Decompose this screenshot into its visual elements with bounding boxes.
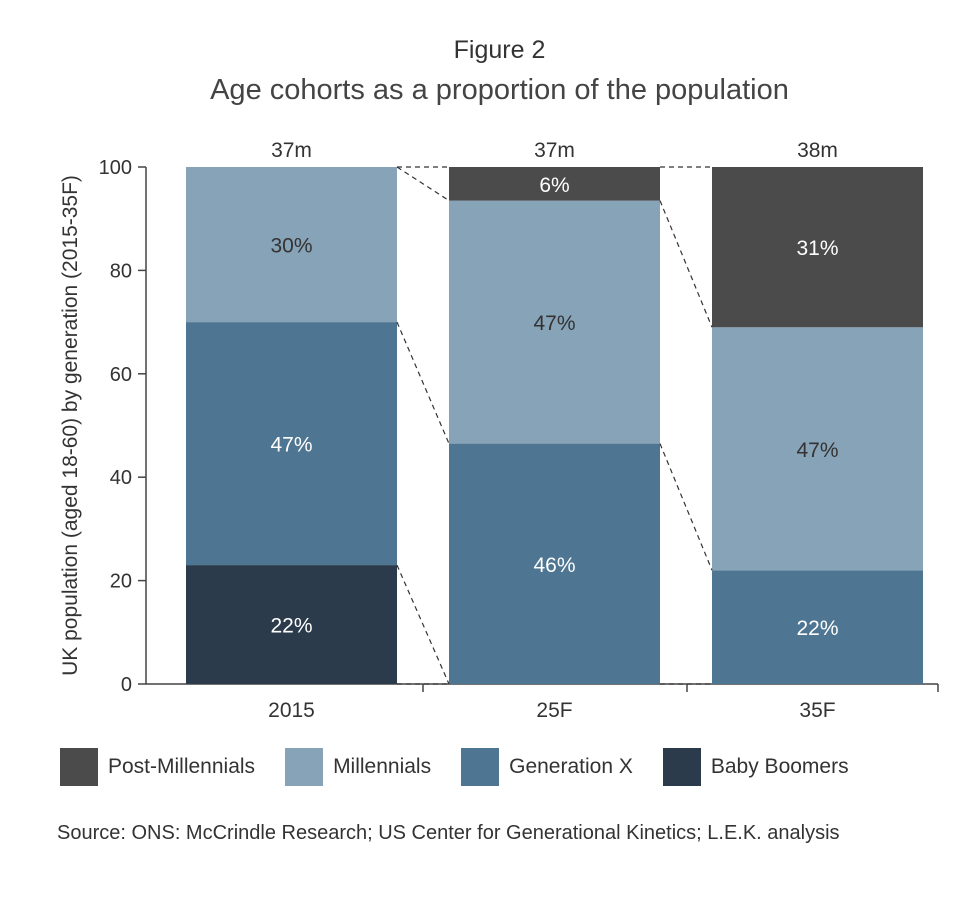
connector-line	[659, 200, 713, 328]
bar-generation-x-25f	[449, 443, 660, 684]
bar-total-label: 38m	[797, 139, 838, 162]
bar-generation-x-2015	[186, 322, 397, 566]
bar-millennials-35f	[712, 327, 923, 571]
bar-total-label: 37m	[534, 139, 575, 162]
legend-swatch	[662, 748, 701, 786]
data-label: 6%	[539, 174, 569, 197]
bar-post-millennials-35f	[712, 167, 923, 328]
connector-line	[659, 443, 713, 571]
y-tick-label: 20	[110, 571, 132, 593]
bar-generation-x-35f	[712, 570, 923, 684]
legend-label: Generation X	[509, 755, 633, 778]
y-tick-label: 60	[110, 364, 132, 386]
legend-item: Baby Boomers	[662, 748, 849, 786]
legend-label: Millennials	[333, 755, 432, 778]
legend-swatch	[60, 748, 98, 786]
figure-label: Figure 2	[453, 36, 546, 64]
stacked-bar-chart: 0 20 40 60 80 100 UK population (aged 18-60) b…	[59, 139, 939, 722]
chart-title: Age cohorts as a proportion of the popul…	[210, 74, 789, 106]
y-axis-label: UK population (aged 18-60) by generation…	[59, 175, 82, 676]
legend: Post-Millennials Millennials Generation X B…	[60, 748, 879, 786]
connector-line	[396, 564, 450, 685]
x-tick-label: 2015	[268, 699, 315, 722]
legend-label: Post-Millennials	[108, 755, 256, 778]
y-tick-label: 100	[99, 157, 132, 179]
data-label: 22%	[796, 617, 838, 640]
bar-baby-boomers-2015	[186, 565, 397, 684]
data-label: 31%	[796, 237, 838, 260]
legend-swatch	[461, 748, 500, 786]
connector-line	[396, 166, 450, 202]
data-label: 46%	[533, 554, 575, 577]
bar-post-millennials-25f	[449, 167, 660, 201]
data-label: 30%	[270, 235, 312, 258]
legend-item: Millennials	[285, 748, 431, 786]
x-tick-label: 35F	[799, 699, 835, 722]
bar-total-label: 37m	[271, 139, 312, 162]
legend-swatch	[285, 748, 324, 786]
legend-item: Generation X	[461, 748, 633, 786]
y-tick-label: 80	[110, 260, 132, 282]
y-tick-label: 40	[110, 467, 132, 489]
data-label: 47%	[796, 439, 838, 462]
bar-millennials-2015	[186, 167, 397, 323]
source-note: Source: ONS: McCrindle Research; US Cent…	[57, 822, 840, 844]
legend-item: Post-Millennials	[60, 748, 255, 786]
connector-line	[396, 321, 450, 444]
data-label: 47%	[270, 434, 312, 457]
legend-label: Baby Boomers	[710, 755, 849, 778]
bar-millennials-25f	[449, 200, 660, 444]
data-label: 22%	[270, 615, 312, 638]
x-tick-label: 25F	[536, 699, 572, 722]
data-label: 47%	[533, 312, 575, 335]
y-tick-label: 0	[121, 674, 132, 696]
